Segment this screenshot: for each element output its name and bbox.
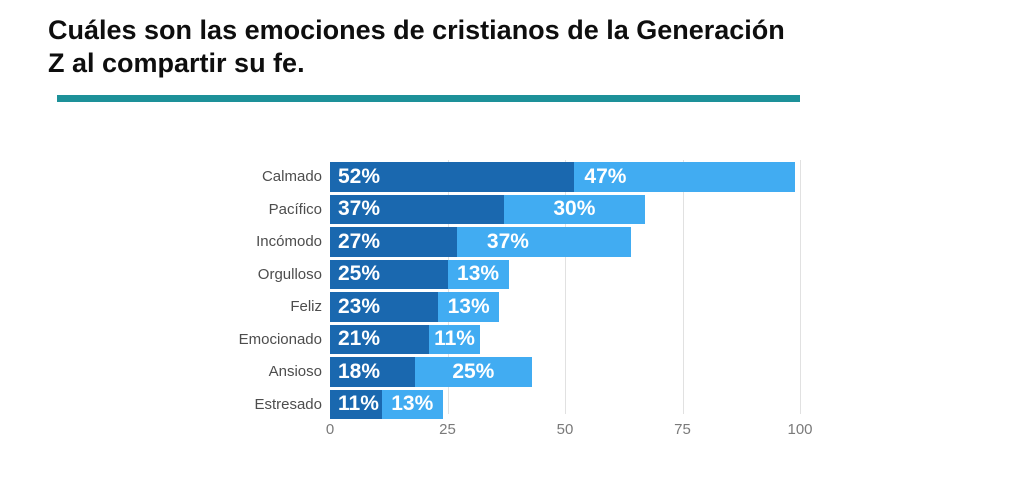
x-tick-label: 100 <box>787 421 813 438</box>
category-label: Estresado <box>254 395 322 413</box>
category-label: Ansioso <box>268 363 322 381</box>
bar-segment-dark: 27% <box>330 227 457 257</box>
x-tick-label: 75 <box>674 421 691 438</box>
chart-title-line2: Z al compartir su fe. <box>48 47 305 78</box>
bar-row: 37% 30% <box>330 194 645 224</box>
bar-segment-light: 47% <box>574 162 796 192</box>
bar-segment-light: 25% <box>414 357 533 387</box>
bar-value-label: 11% <box>434 327 475 351</box>
bar-row: 25% 13% <box>330 259 509 289</box>
bar-segment-light: 37% <box>456 227 631 257</box>
bar-row: 52% 47% <box>330 162 796 192</box>
bar-segment-dark: 11% <box>330 389 382 419</box>
bar-value-label: 37% <box>486 229 529 253</box>
gridline <box>682 160 684 414</box>
bar-segment-light: 13% <box>381 389 443 419</box>
bar-segment-dark: 25% <box>330 259 448 289</box>
category-labels-column: Calmado Pacífico Incómodo Orgulloso Feliz Emo… <box>0 160 322 414</box>
category-label: Emocionado <box>238 330 322 348</box>
x-tick-label: 0 <box>325 421 335 438</box>
category-label: Pacífico <box>268 200 322 218</box>
x-tick-label: 50 <box>556 421 574 438</box>
category-label: Calmado <box>261 168 322 186</box>
chart-title-line1: Cuáles son las emociones de cristianos d… <box>48 15 785 45</box>
bar-segment-light: 30% <box>503 194 645 224</box>
bar-value-label: 13% <box>457 262 500 286</box>
bar-value-label: 21% <box>338 327 381 351</box>
bar-segment-light: 13% <box>438 292 500 322</box>
gridline <box>800 160 801 414</box>
bar-segment-dark: 23% <box>330 292 439 322</box>
category-label: Feliz <box>290 298 322 316</box>
bar-value-label: 52% <box>338 164 381 188</box>
bar-segment-dark: 18% <box>330 357 415 387</box>
bar-row: 11% 13% <box>330 389 443 419</box>
bar-row: 21% 11% <box>330 324 481 354</box>
chart-title: Cuáles son las emociones de cristianos d… <box>48 14 948 80</box>
bar-segment-dark: 37% <box>330 194 504 224</box>
stacked-bars: 52% 47% 37% 30% 27% 37% 25% 13% 23% 13% 21% 11% 18% 2… <box>330 160 800 419</box>
bar-value-label: 37% <box>338 197 381 221</box>
bar-value-label: 23% <box>338 294 381 318</box>
bar-value-label: 27% <box>338 229 381 253</box>
bar-value-label: 30% <box>553 197 596 221</box>
bar-value-label: 13% <box>391 392 434 416</box>
bar-value-label: 47% <box>584 164 627 188</box>
bar-value-label: 13% <box>447 294 490 318</box>
bar-value-label: 11% <box>338 392 379 416</box>
bar-row: 18% 25% <box>330 357 533 387</box>
bar-segment-light: 13% <box>447 259 509 289</box>
title-underline-bar <box>57 95 800 102</box>
bar-segment-dark: 52% <box>330 162 575 192</box>
gridline <box>565 160 566 414</box>
bar-segment-dark: 21% <box>330 324 429 354</box>
bar-row: 23% 13% <box>330 292 500 322</box>
bar-value-label: 18% <box>338 359 381 383</box>
bar-segment-light: 11% <box>428 324 481 354</box>
x-tick-label: 25 <box>439 421 456 438</box>
bar-row: 27% 37% <box>330 227 631 257</box>
bar-value-label: 25% <box>338 262 381 286</box>
category-label: Incómodo <box>256 233 322 251</box>
category-label: Orgulloso <box>257 265 322 283</box>
bar-value-label: 25% <box>452 359 495 383</box>
